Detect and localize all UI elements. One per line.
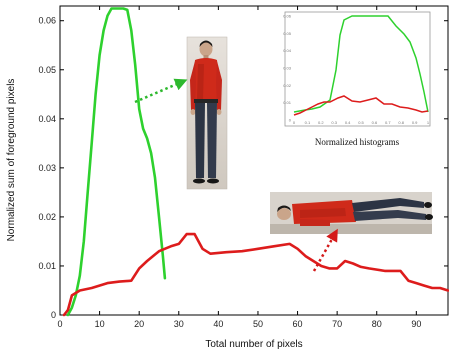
inset-y-tick-label: 0.05 <box>283 31 292 36</box>
inset-x-tick-label: 0.1 <box>305 120 311 125</box>
person-lying-photo <box>270 192 433 234</box>
y-tick-label: 0 <box>51 310 56 320</box>
x-tick-label: 80 <box>372 319 382 329</box>
x-tick-label: 60 <box>293 319 303 329</box>
inset-caption: Normalized histograms <box>315 137 400 147</box>
inset-histogram: 0.060.050.040.030.020.010 0 0.1 0.2 0.3 0.4 0… <box>283 11 431 127</box>
x-tick-label: 20 <box>134 319 144 329</box>
x-tick-label: 50 <box>253 319 263 329</box>
inset-y-tick-label: 0.03 <box>283 66 292 71</box>
inset-green-curve <box>293 15 429 113</box>
x-tick-label: 90 <box>411 319 421 329</box>
inset-x-tick-label: 0.2 <box>318 120 324 125</box>
x-tick-label: 0 <box>57 319 62 329</box>
x-axis-label: Total number of pixels <box>205 339 302 350</box>
y-tick-label: 0.03 <box>38 163 56 173</box>
inset-y-tick-label: 0 <box>289 118 292 123</box>
series-line-0 <box>66 7 167 317</box>
inset-y-axis: 0.06 0.05 0.04 0.03 0.02 0.01 0 <box>283 14 292 123</box>
person-standing-photo <box>186 36 228 190</box>
inset-x-tick-label: 0.3 <box>331 120 337 125</box>
x-axis: 0 10 20 30 40 50 60 70 80 90 <box>57 6 421 329</box>
red-arrow <box>312 228 338 272</box>
inset-x-axis: 0 0.1 0.2 0.3 0.4 0.5 0.6 0.7 0.8 0.9 1 <box>293 120 430 125</box>
inset-x-tick-label: 0.4 <box>345 120 351 125</box>
y-axis: 0 0.01 0.02 0.03 0.04 0.05 0.06 <box>38 16 448 320</box>
inset-x-tick-label: 0.7 <box>385 120 391 125</box>
inset-y-tick-label: 0.01 <box>283 100 292 105</box>
inset-x-tick-label: 0 <box>293 120 296 125</box>
y-tick-label: 0.02 <box>38 212 56 222</box>
x-tick-label: 30 <box>174 319 184 329</box>
y-tick-label: 0.01 <box>38 261 56 271</box>
series-line-1 <box>62 232 449 317</box>
x-tick-label: 70 <box>332 319 342 329</box>
inset-x-tick-label: 0.6 <box>372 120 378 125</box>
green-arrow <box>134 78 188 104</box>
inset-x-tick-label: 1 <box>427 120 430 125</box>
inset-y-tick-label: 0.06 <box>283 14 292 19</box>
inset-x-tick-label: 0.5 <box>358 120 364 125</box>
y-tick-label: 0.04 <box>38 114 56 124</box>
y-tick-label: 0.06 <box>38 16 56 26</box>
y-tick-label: 0.05 <box>38 65 56 75</box>
x-tick-label: 10 <box>95 319 105 329</box>
inset-x-tick-label: 0.9 <box>412 120 418 125</box>
inset-red-curve <box>293 95 429 116</box>
inset-y-tick-label: 0.04 <box>283 48 292 53</box>
x-tick-label: 40 <box>213 319 223 329</box>
inset-x-tick-label: 0.8 <box>398 120 404 125</box>
inset-y-tick-label: 0.02 <box>283 83 292 88</box>
y-axis-label: Normalized sum of foreground pixels <box>6 79 17 242</box>
series-group <box>62 7 449 317</box>
